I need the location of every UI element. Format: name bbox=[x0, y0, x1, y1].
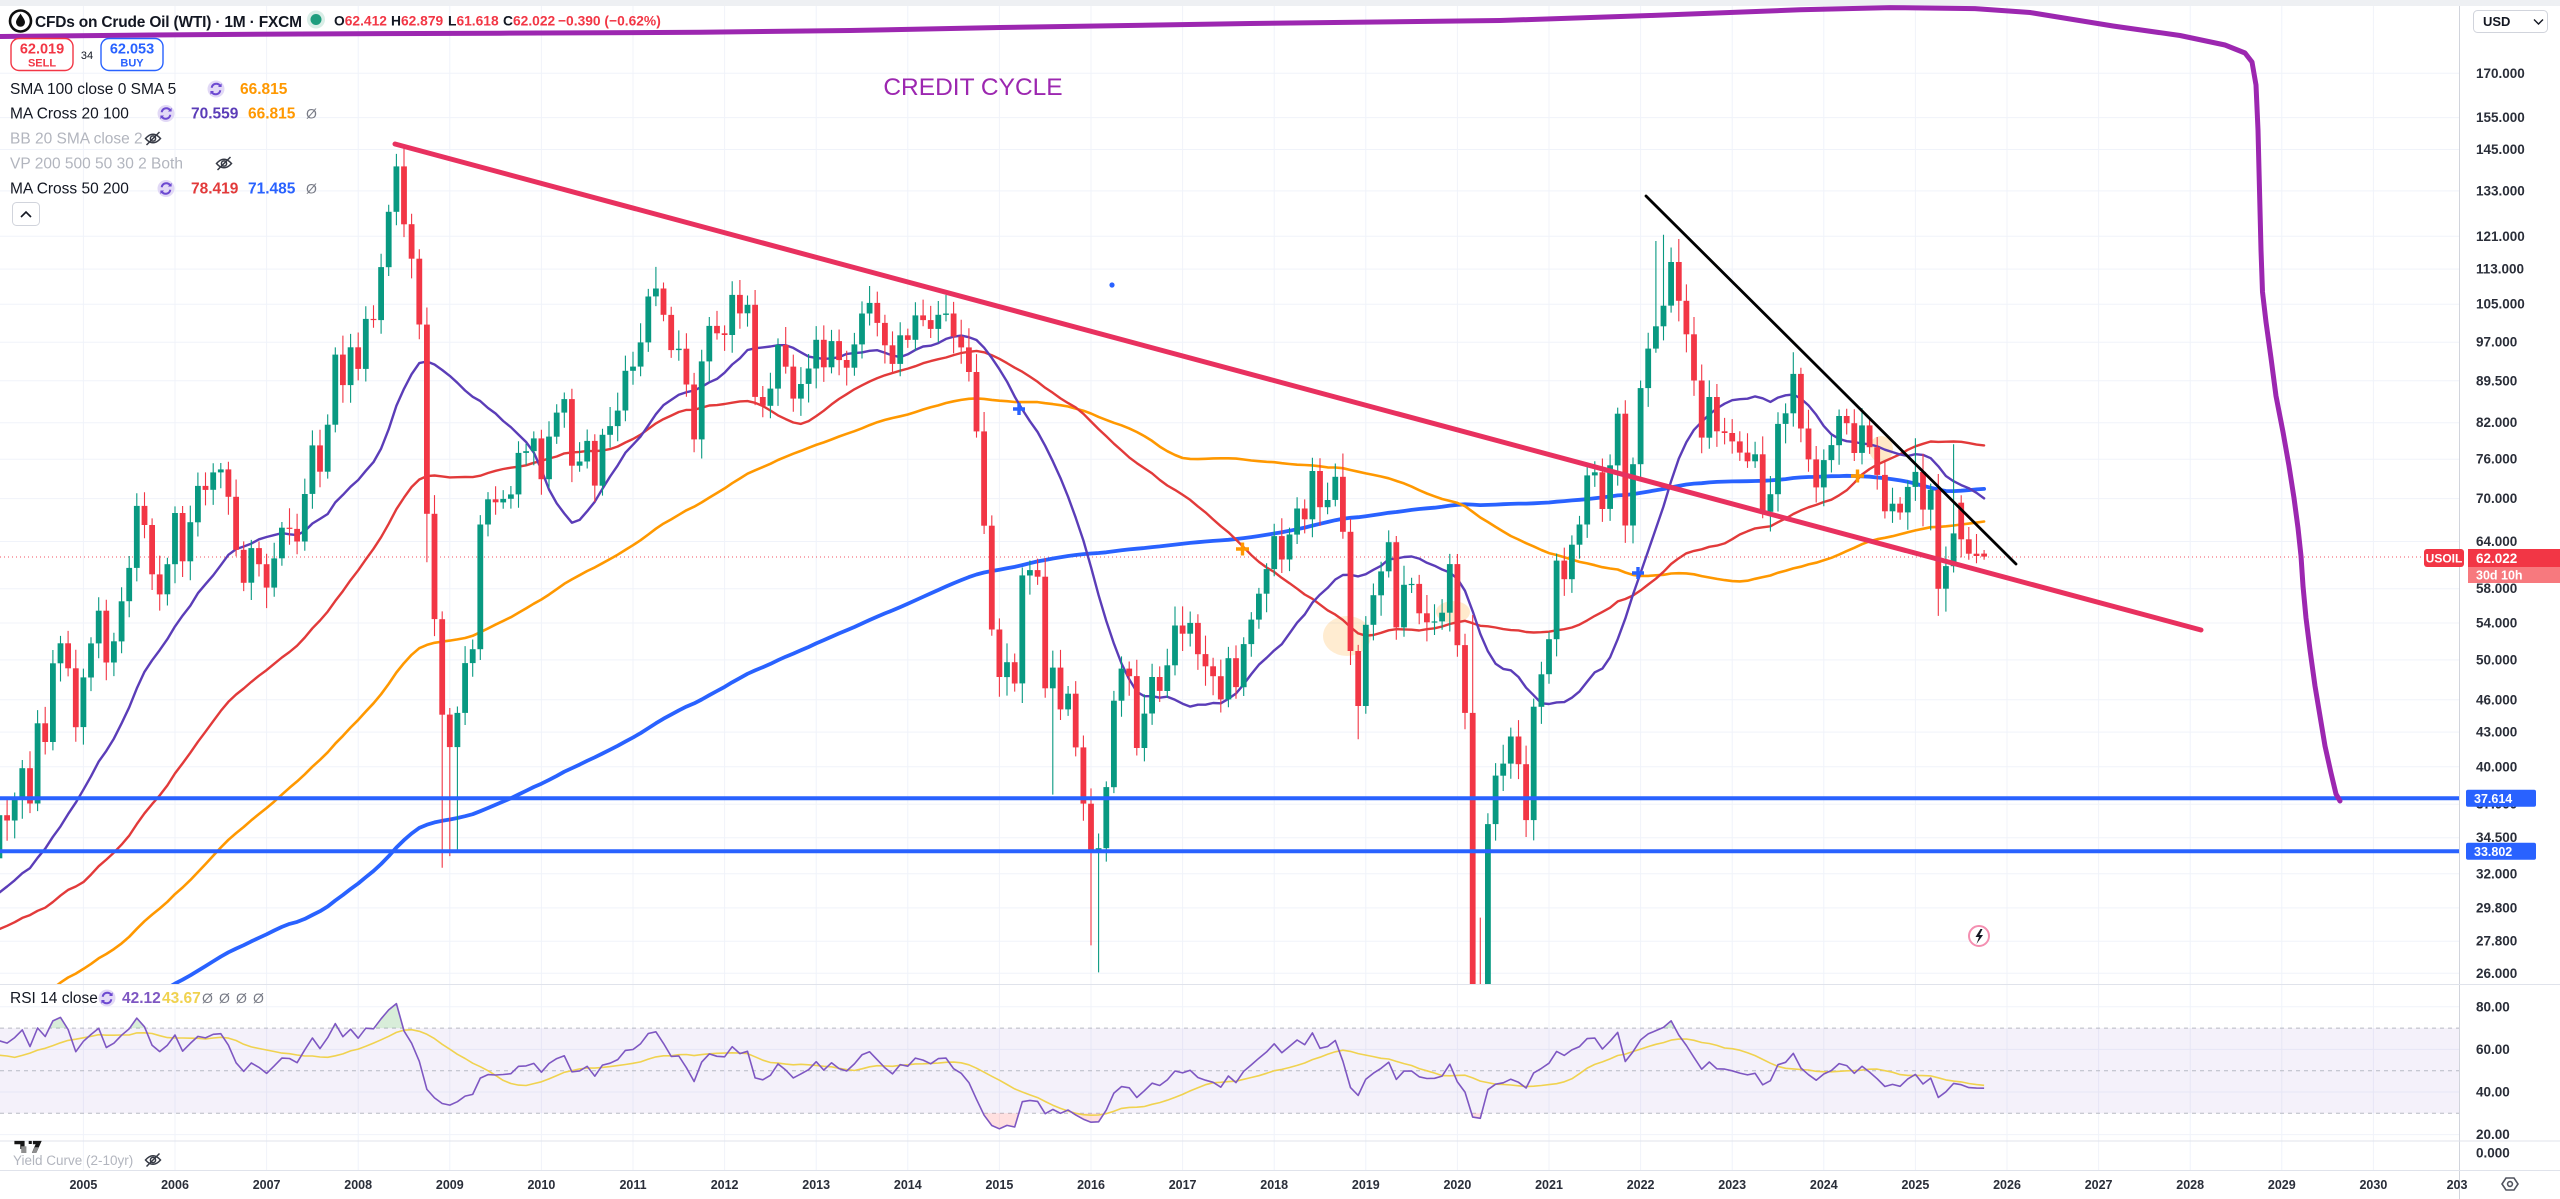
svg-text:VP 200 500 50 30 2 Both: VP 200 500 50 30 2 Both bbox=[10, 156, 183, 173]
svg-text:89.500: 89.500 bbox=[2476, 373, 2517, 388]
svg-text:2030: 2030 bbox=[2359, 1178, 2387, 1192]
svg-text:82.000: 82.000 bbox=[2476, 415, 2517, 430]
svg-text:2016: 2016 bbox=[1077, 1178, 1105, 1192]
svg-text:20.00: 20.00 bbox=[2476, 1127, 2510, 1142]
svg-text:58.000: 58.000 bbox=[2476, 581, 2517, 596]
svg-text:2019: 2019 bbox=[1352, 1178, 1380, 1192]
svg-text:34: 34 bbox=[81, 50, 93, 62]
svg-text:2025: 2025 bbox=[1901, 1178, 1929, 1192]
svg-text:42.12: 42.12 bbox=[122, 990, 161, 1007]
svg-text:78.419: 78.419 bbox=[191, 181, 239, 198]
svg-text:105.000: 105.000 bbox=[2476, 297, 2525, 312]
svg-text:2027: 2027 bbox=[2085, 1178, 2113, 1192]
svg-text:27.800: 27.800 bbox=[2476, 934, 2517, 949]
svg-text:Ø: Ø bbox=[253, 990, 264, 1006]
svg-text:BB 20 SMA close 2: BB 20 SMA close 2 bbox=[10, 131, 143, 148]
svg-text:BUY: BUY bbox=[120, 58, 144, 70]
svg-text:2024: 2024 bbox=[1810, 1178, 1838, 1192]
svg-text:32.000: 32.000 bbox=[2476, 866, 2517, 881]
svg-text:33.802: 33.802 bbox=[2474, 845, 2512, 859]
svg-text:Ø: Ø bbox=[306, 106, 317, 122]
svg-text:80.00: 80.00 bbox=[2476, 999, 2510, 1014]
svg-text:2009: 2009 bbox=[436, 1178, 464, 1192]
svg-text:76.000: 76.000 bbox=[2476, 452, 2517, 467]
svg-text:43.000: 43.000 bbox=[2476, 725, 2517, 740]
svg-text:29.800: 29.800 bbox=[2476, 900, 2517, 915]
svg-text:Ø: Ø bbox=[236, 990, 247, 1006]
svg-text:62.022: 62.022 bbox=[2476, 551, 2517, 566]
svg-text:54.000: 54.000 bbox=[2476, 616, 2517, 631]
svg-text:2017: 2017 bbox=[1169, 1178, 1197, 1192]
svg-text:Ø: Ø bbox=[202, 990, 213, 1006]
svg-text:2026: 2026 bbox=[1993, 1178, 2021, 1192]
svg-text:46.000: 46.000 bbox=[2476, 692, 2517, 707]
svg-text:30d 10h: 30d 10h bbox=[2476, 569, 2523, 583]
svg-text:2013: 2013 bbox=[802, 1178, 830, 1192]
svg-text:2011: 2011 bbox=[619, 1178, 646, 1192]
svg-text:97.000: 97.000 bbox=[2476, 335, 2517, 350]
svg-text:62.053: 62.053 bbox=[110, 42, 154, 58]
svg-text:SELL: SELL bbox=[28, 58, 56, 70]
svg-text:2005: 2005 bbox=[69, 1178, 97, 1192]
svg-text:66.815: 66.815 bbox=[240, 81, 288, 98]
svg-text:2008: 2008 bbox=[344, 1178, 372, 1192]
svg-text:155.000: 155.000 bbox=[2476, 110, 2525, 125]
svg-text:145.000: 145.000 bbox=[2476, 142, 2525, 157]
svg-text:2007: 2007 bbox=[253, 1178, 281, 1192]
svg-text:2022: 2022 bbox=[1627, 1178, 1655, 1192]
svg-text:USD: USD bbox=[2483, 14, 2510, 29]
svg-text:70.000: 70.000 bbox=[2476, 491, 2517, 506]
svg-text:2029: 2029 bbox=[2268, 1178, 2296, 1192]
svg-text:SMA 100 close 0 SMA 5: SMA 100 close 0 SMA 5 bbox=[10, 81, 176, 98]
svg-text:60.00: 60.00 bbox=[2476, 1042, 2510, 1057]
svg-text:2023: 2023 bbox=[1718, 1178, 1746, 1192]
svg-text:2010: 2010 bbox=[527, 1178, 555, 1192]
svg-text:62.019: 62.019 bbox=[20, 42, 64, 58]
svg-text:Yield Curve (2-10yr): Yield Curve (2-10yr) bbox=[13, 1153, 133, 1168]
svg-text:2021: 2021 bbox=[1535, 1178, 1563, 1192]
svg-text:50.000: 50.000 bbox=[2476, 652, 2517, 667]
svg-text:64.000: 64.000 bbox=[2476, 534, 2517, 549]
svg-text:2006: 2006 bbox=[161, 1178, 189, 1192]
svg-text:133.000: 133.000 bbox=[2476, 183, 2525, 198]
svg-text:121.000: 121.000 bbox=[2476, 229, 2525, 244]
svg-text:2014: 2014 bbox=[894, 1178, 922, 1192]
svg-text:66.815: 66.815 bbox=[248, 106, 296, 123]
svg-text:MA Cross 20 100: MA Cross 20 100 bbox=[10, 106, 129, 123]
svg-text:2028: 2028 bbox=[2176, 1178, 2204, 1192]
svg-text:Ø: Ø bbox=[306, 181, 317, 197]
svg-text:40.000: 40.000 bbox=[2476, 759, 2517, 774]
svg-text:RSI 14 close: RSI 14 close bbox=[10, 990, 98, 1007]
svg-text:USOIL: USOIL bbox=[2426, 552, 2463, 566]
svg-text:2020: 2020 bbox=[1443, 1178, 1471, 1192]
svg-text:43.67: 43.67 bbox=[162, 990, 201, 1007]
svg-text:113.000: 113.000 bbox=[2476, 262, 2524, 277]
svg-text:2012: 2012 bbox=[711, 1178, 739, 1192]
svg-text:0.000: 0.000 bbox=[2476, 1146, 2510, 1161]
svg-text:CREDIT CYCLE: CREDIT CYCLE bbox=[883, 74, 1062, 101]
svg-text:34.500: 34.500 bbox=[2476, 830, 2517, 845]
svg-text:40.00: 40.00 bbox=[2476, 1085, 2510, 1100]
svg-text:2015: 2015 bbox=[985, 1178, 1013, 1192]
svg-text:MA Cross 50 200: MA Cross 50 200 bbox=[10, 181, 129, 198]
svg-text:37.614: 37.614 bbox=[2474, 792, 2512, 806]
svg-text:70.559: 70.559 bbox=[191, 106, 239, 123]
svg-text:2018: 2018 bbox=[1260, 1178, 1288, 1192]
svg-text:71.485: 71.485 bbox=[248, 181, 296, 198]
svg-text:170.000: 170.000 bbox=[2476, 66, 2525, 81]
svg-text:203: 203 bbox=[2447, 1178, 2468, 1192]
svg-text:26.000: 26.000 bbox=[2476, 966, 2517, 981]
svg-text:Ø: Ø bbox=[219, 990, 230, 1006]
svg-text:CFDs on Crude Oil (WTI) · 1M ·: CFDs on Crude Oil (WTI) · 1M · FXCM bbox=[35, 14, 302, 31]
